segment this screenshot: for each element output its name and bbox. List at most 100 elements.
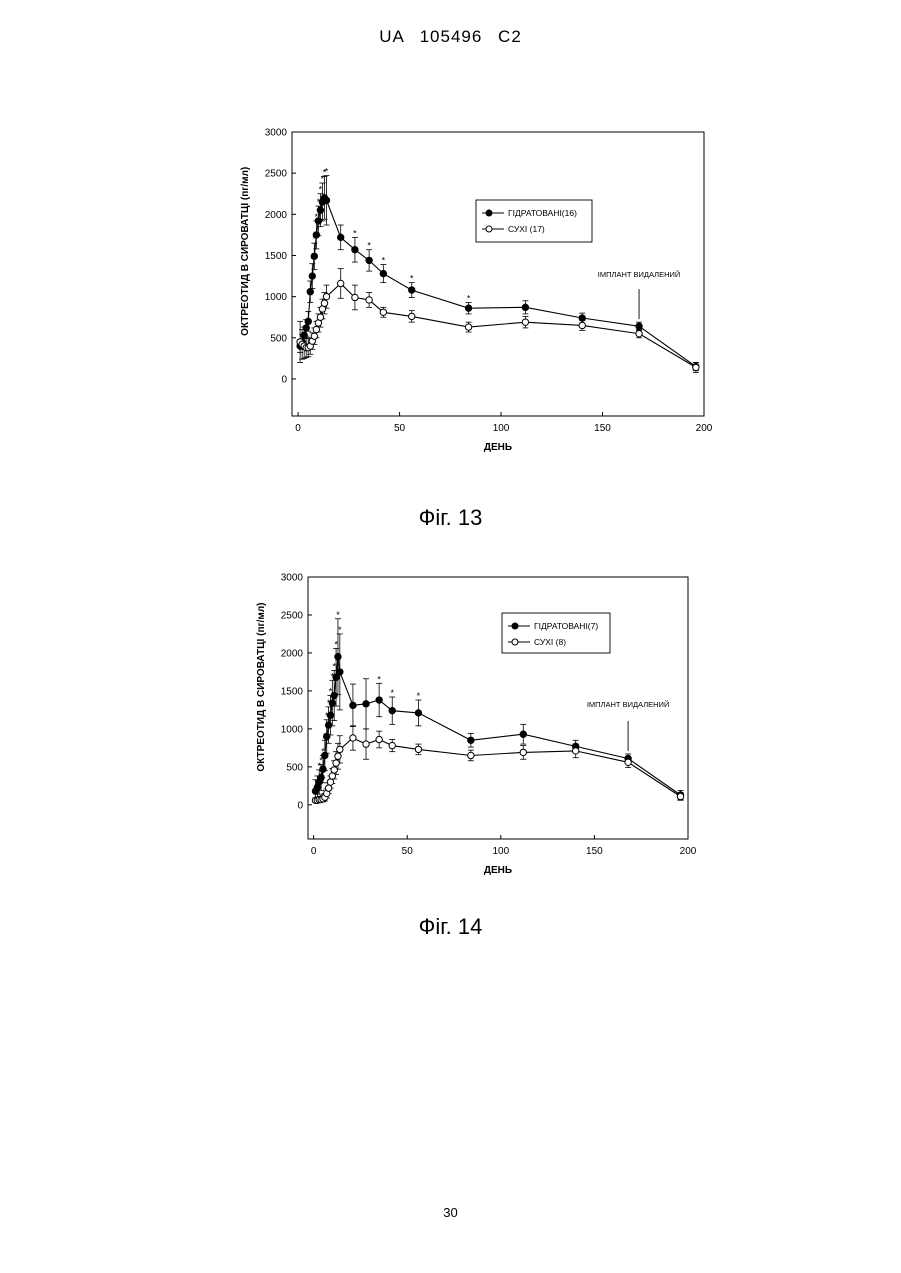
data-point-hydrated <box>309 273 315 279</box>
y-tick-label: 2500 <box>281 610 304 621</box>
document-id: UA 105496 C2 <box>379 27 522 46</box>
x-tick-label: 100 <box>492 846 509 857</box>
data-point-hydrated <box>415 710 421 716</box>
data-point-hydrated <box>409 287 415 293</box>
data-point-dry <box>409 313 415 319</box>
y-tick-label: 1000 <box>281 724 304 735</box>
annotation-implant-removed: ІМПЛАНТ ВИДАЛЕНИЙ <box>587 700 670 709</box>
y-tick-label: 3000 <box>265 128 288 139</box>
significance-mark: * <box>390 688 394 698</box>
x-axis-label: ДЕНЬ <box>484 442 512 453</box>
y-tick-label: 500 <box>270 333 287 344</box>
figure-caption-13: Фіг. 13 <box>0 505 901 531</box>
data-point-dry <box>321 300 327 306</box>
y-axis-label: ОКТРЕОТИД В СИРОВАТЦІ (пг/мл) <box>256 602 267 771</box>
significance-mark: * <box>332 661 336 671</box>
figure-caption-14: Фіг. 14 <box>0 914 901 940</box>
data-point-dry <box>677 793 683 799</box>
data-point-hydrated <box>352 247 358 253</box>
data-point-dry <box>311 333 317 339</box>
y-tick-label: 2500 <box>265 169 288 180</box>
data-point-dry <box>323 293 329 299</box>
legend-marker-open <box>512 639 518 645</box>
significance-mark: * <box>313 234 317 244</box>
significance-mark: * <box>467 293 471 303</box>
x-tick-label: 0 <box>311 846 317 857</box>
significance-mark: * <box>327 698 331 708</box>
x-axis-label: ДЕНЬ <box>484 865 512 876</box>
significance-mark: * <box>367 241 371 251</box>
y-tick-label: 2000 <box>265 210 288 221</box>
legend-marker-filled <box>486 210 492 216</box>
page-number: 30 <box>0 1205 901 1220</box>
data-point-hydrated <box>307 288 313 294</box>
chart-fig14: 050010001500200025003000050100150200ДЕНЬ… <box>250 565 720 885</box>
significance-mark: * <box>311 255 315 265</box>
significance-mark: * <box>325 167 329 177</box>
significance-mark: * <box>329 686 333 696</box>
data-point-dry <box>465 324 471 330</box>
data-point-dry <box>325 785 331 791</box>
data-point-dry <box>329 773 335 779</box>
x-tick-label: 50 <box>402 846 414 857</box>
legend-box <box>502 613 610 653</box>
legend-marker-open <box>486 226 492 232</box>
significance-mark: * <box>382 256 386 266</box>
significance-mark: * <box>321 746 325 756</box>
y-tick-label: 2000 <box>281 648 304 659</box>
data-point-dry <box>366 297 372 303</box>
data-point-dry <box>313 326 319 332</box>
data-point-dry <box>380 309 386 315</box>
document-header: UA 105496 C2 <box>0 27 901 47</box>
data-point-hydrated <box>468 737 474 743</box>
data-point-hydrated <box>335 654 341 660</box>
significance-mark: * <box>417 691 421 701</box>
legend-marker-filled <box>512 623 518 629</box>
data-point-hydrated <box>338 234 344 240</box>
data-point-hydrated <box>337 669 343 675</box>
y-tick-label: 1000 <box>265 292 288 303</box>
series-line-dry <box>316 738 681 800</box>
legend-entry: ГІДРАТОВАНІ(16) <box>508 208 577 218</box>
data-point-dry <box>520 749 526 755</box>
y-tick-label: 500 <box>286 762 303 773</box>
data-point-dry <box>327 779 333 785</box>
significance-mark: * <box>336 610 340 620</box>
data-point-hydrated <box>303 325 309 331</box>
x-tick-label: 50 <box>394 423 406 434</box>
data-point-dry <box>317 314 323 320</box>
data-point-dry <box>522 319 528 325</box>
significance-mark: * <box>319 756 323 766</box>
data-point-dry <box>636 330 642 336</box>
data-point-dry <box>468 752 474 758</box>
data-point-hydrated <box>522 304 528 310</box>
x-tick-label: 0 <box>295 423 301 434</box>
data-point-dry <box>376 736 382 742</box>
data-point-hydrated <box>318 774 324 780</box>
data-point-dry <box>415 746 421 752</box>
data-point-hydrated <box>323 197 329 203</box>
data-point-dry <box>693 364 699 370</box>
significance-mark: * <box>315 212 319 222</box>
data-point-dry <box>363 741 369 747</box>
data-point-hydrated <box>520 731 526 737</box>
data-point-dry <box>579 322 585 328</box>
x-tick-label: 150 <box>586 846 603 857</box>
data-point-hydrated <box>465 305 471 311</box>
x-tick-label: 200 <box>680 846 697 857</box>
x-tick-label: 150 <box>594 423 611 434</box>
significance-mark: * <box>410 274 414 284</box>
y-tick-label: 3000 <box>281 573 304 584</box>
legend-entry: СУХІ (8) <box>534 637 566 647</box>
data-point-hydrated <box>636 323 642 329</box>
legend-entry: СУХІ (17) <box>508 224 545 234</box>
legend-entry: ГІДРАТОВАНІ(7) <box>534 621 598 631</box>
data-point-dry <box>337 746 343 752</box>
significance-mark: * <box>317 197 321 207</box>
data-point-hydrated <box>317 207 323 213</box>
legend-box <box>476 200 592 242</box>
significance-mark: * <box>377 674 381 684</box>
data-point-dry <box>335 753 341 759</box>
figure-14: 050010001500200025003000050100150200ДЕНЬ… <box>250 565 720 885</box>
data-point-hydrated <box>350 702 356 708</box>
